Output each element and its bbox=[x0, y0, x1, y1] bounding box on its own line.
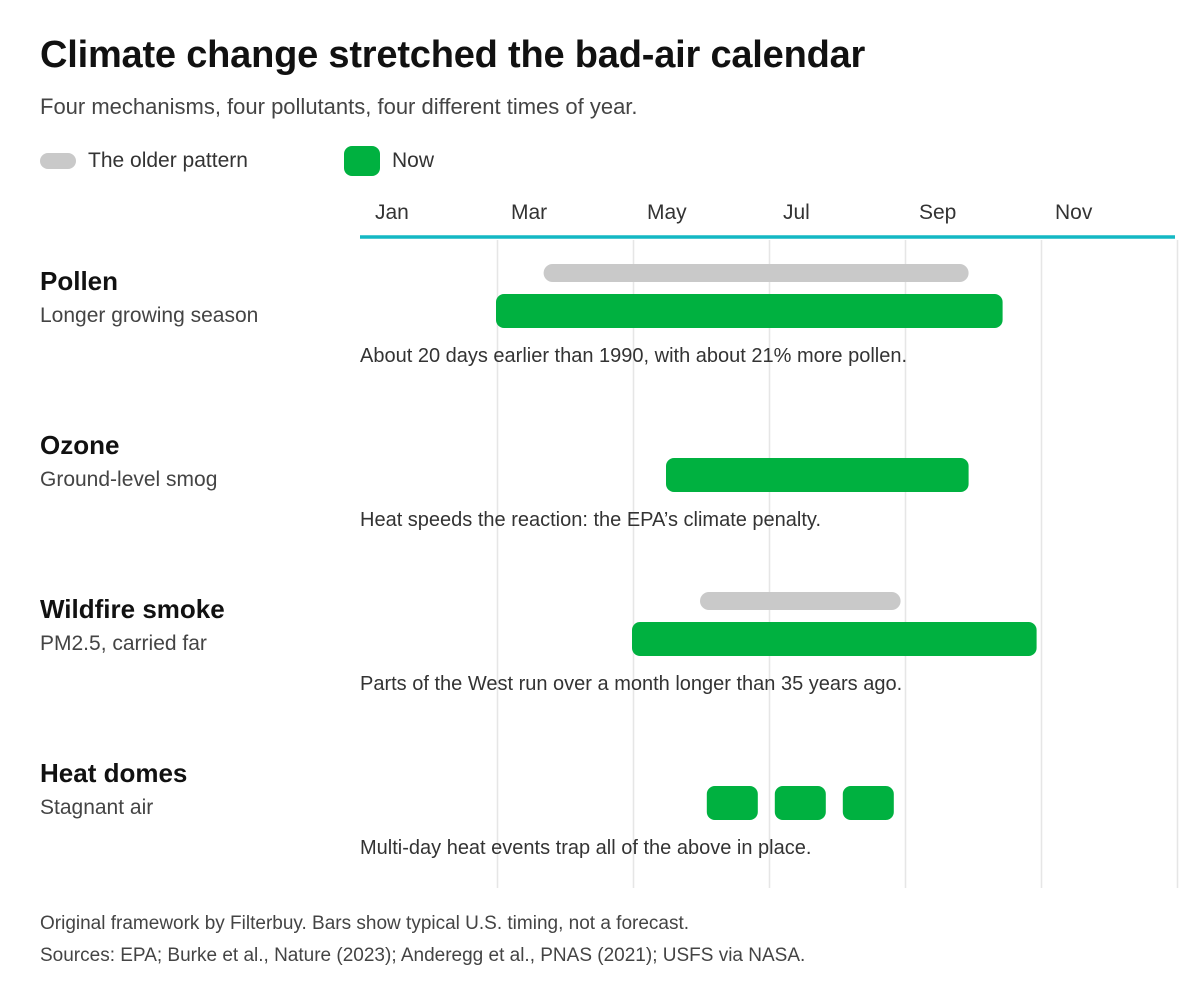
legend-older: The older pattern bbox=[40, 146, 248, 176]
older-bar bbox=[700, 592, 901, 610]
row-subtitle-heat-domes: Stagnant air bbox=[40, 796, 154, 819]
tick-label: Sep bbox=[919, 201, 956, 224]
now-bar bbox=[842, 786, 894, 820]
now-bar bbox=[774, 786, 826, 820]
tick-label: Nov bbox=[1055, 201, 1093, 224]
tick-label: Mar bbox=[511, 201, 547, 224]
row-name-ozone: Ozone bbox=[40, 430, 120, 460]
tick-label: May bbox=[647, 201, 687, 224]
legend-now-swatch bbox=[344, 146, 380, 176]
chart-subtitle: Four mechanisms, four pollutants, four d… bbox=[40, 94, 638, 119]
tick-label: Jan bbox=[375, 201, 409, 224]
now-bar bbox=[496, 294, 1003, 328]
legend-now: Now bbox=[344, 146, 434, 176]
row-subtitle-ozone: Ground-level smog bbox=[40, 468, 218, 491]
row-note-ozone: Heat speeds the reaction: the EPA’s clim… bbox=[360, 509, 821, 531]
older-bar bbox=[543, 264, 969, 282]
chart-title: Climate change stretched the bad-air cal… bbox=[40, 34, 866, 76]
legend-now-label: Now bbox=[392, 149, 435, 172]
footer-credit: Original framework by Filterbuy. Bars sh… bbox=[40, 913, 690, 934]
legend-older-swatch bbox=[40, 153, 76, 169]
row-note-wildfire-smoke: Parts of the West run over a month longe… bbox=[360, 673, 903, 695]
now-bar bbox=[666, 458, 969, 492]
row-subtitle-pollen: Longer growing season bbox=[40, 304, 259, 327]
tick-label: Jul bbox=[783, 201, 810, 224]
now-bar bbox=[632, 622, 1037, 656]
row-name-wildfire-smoke: Wildfire smoke bbox=[40, 594, 225, 624]
now-bar bbox=[706, 786, 758, 820]
row-subtitle-wildfire-smoke: PM2.5, carried far bbox=[40, 632, 207, 655]
footer-sources: Sources: EPA; Burke et al., Nature (2023… bbox=[40, 945, 806, 966]
legend-older-label: The older pattern bbox=[88, 149, 248, 172]
row-note-pollen: About 20 days earlier than 1990, with ab… bbox=[360, 345, 908, 367]
row-name-heat-domes: Heat domes bbox=[40, 758, 188, 788]
row-note-heat-domes: Multi-day heat events trap all of the ab… bbox=[360, 837, 812, 859]
row-name-pollen: Pollen bbox=[40, 266, 119, 296]
